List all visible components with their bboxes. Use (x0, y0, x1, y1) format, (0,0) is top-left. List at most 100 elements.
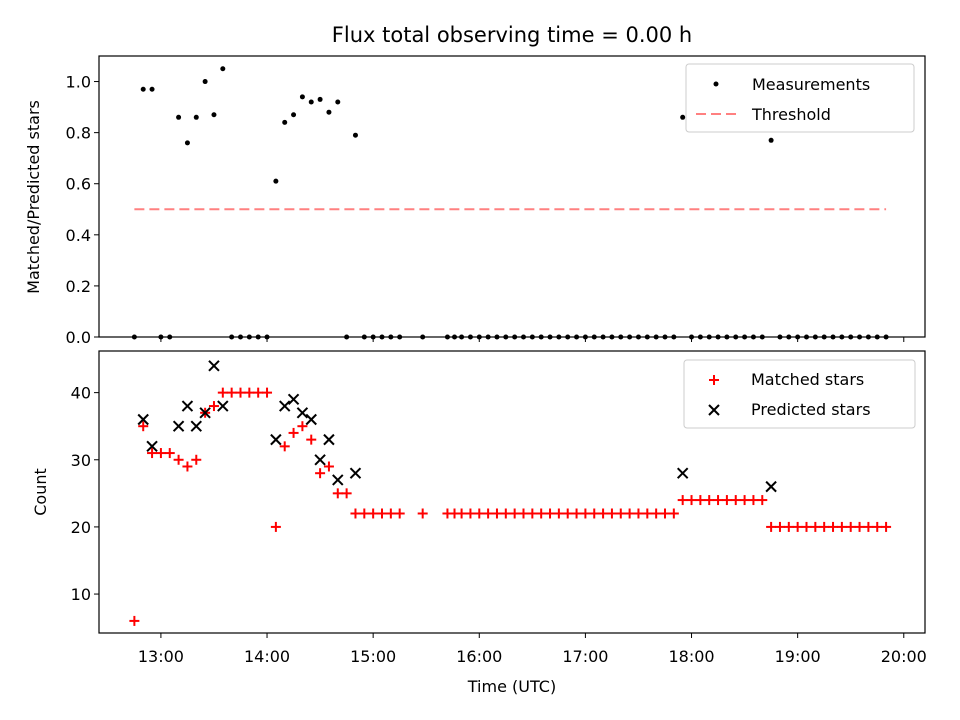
measurement-point (724, 334, 730, 340)
measurement-point (520, 334, 526, 340)
measurement-point (459, 334, 465, 340)
measurement-point (193, 114, 199, 120)
measurement-point (167, 334, 173, 340)
measurement-point (680, 114, 686, 120)
measurement-point (591, 334, 597, 340)
measurement-point (255, 334, 261, 340)
matched-star-point (217, 387, 228, 398)
legend-predicted-cross (708, 404, 720, 416)
matched-star-point (385, 508, 396, 519)
matched-star-point (244, 387, 255, 398)
predicted-star-point-b (217, 400, 229, 412)
measurement-point (184, 140, 190, 146)
measurement-point (361, 334, 367, 340)
matched-star-point (863, 521, 874, 532)
measurement-point (627, 334, 633, 340)
matched-star-point (491, 508, 502, 519)
measurement-point (689, 334, 695, 340)
measurement-point (706, 334, 712, 340)
predicted-star-point-b (765, 480, 777, 493)
bottom-x-tick-label: 20:00 (881, 647, 927, 666)
matched-star-point (226, 387, 237, 398)
bottom-x-tick-label: 15:00 (350, 647, 396, 666)
matched-star-point (845, 521, 856, 532)
matched-star-point (828, 521, 839, 532)
measurement-point (821, 334, 827, 340)
predicted-star-point-b (146, 440, 158, 453)
predicted-star-point-b (305, 413, 317, 426)
measurement-point (131, 334, 137, 340)
matched-star-point (306, 434, 317, 445)
matched-star-point (659, 508, 670, 519)
predicted-star-point-b (190, 420, 202, 432)
measurement-point (503, 334, 509, 340)
measurement-point (246, 334, 252, 340)
matched-star-point (527, 508, 538, 519)
measurement-point (786, 334, 792, 340)
matched-star-point (483, 508, 494, 519)
measurement-point (158, 334, 164, 340)
measurement-point (529, 334, 535, 340)
bottom-plot-frame (98, 350, 926, 634)
top-legend: Measurements Threshold (685, 63, 915, 133)
legend-matched-plus (709, 375, 719, 385)
measurement-point (308, 99, 314, 105)
top-panel: 0.0 0.2 0.4 0.6 0.8 1.0 Matched/Predicted sta… (24, 55, 926, 347)
matched-star-point (553, 508, 564, 519)
measurement-point (444, 334, 450, 340)
predicted-star-point-b (172, 420, 185, 432)
bottom-legend: Matched stars Predicted stars (683, 359, 916, 429)
measurement-point (420, 334, 426, 340)
bottom-legend-box (683, 359, 916, 429)
matched-star-point (332, 488, 343, 499)
matched-star-point (518, 508, 529, 519)
matched-star-point (562, 508, 573, 519)
matched-star-point (208, 401, 219, 412)
measurement-point (848, 334, 854, 340)
matched-star-point (801, 521, 812, 532)
measurement-point (397, 334, 403, 340)
x-axis-label: Time (UTC) (467, 677, 556, 696)
matched-star-point (509, 508, 520, 519)
measurement-point (264, 334, 270, 340)
matched-star-point (359, 508, 370, 519)
predicted-star-point-b (208, 360, 220, 372)
measurement-point (273, 178, 279, 184)
measurement-point (830, 334, 836, 340)
predicted-star-point-b (332, 474, 344, 486)
predicted-star-point-b (296, 407, 309, 419)
measurement-point (883, 334, 889, 340)
matched-star-point (872, 521, 883, 532)
predicted-star-point-b (279, 400, 291, 412)
measurement-point (609, 334, 615, 340)
measurement-point (299, 94, 305, 100)
matched-star-point (173, 454, 184, 465)
measurement-point (149, 86, 155, 92)
predicted-star-point (765, 480, 777, 493)
bottom-x-tick-label: 13:00 (138, 647, 184, 666)
measurement-point (282, 119, 288, 125)
predicted-star-point-b (314, 454, 326, 466)
measurement-point (326, 109, 332, 115)
measurement-point (750, 334, 756, 340)
matched-star-point (633, 508, 644, 519)
measurement-point (538, 334, 544, 340)
matched-star-point (262, 387, 273, 398)
matched-star-point (465, 508, 476, 519)
measurement-point (865, 334, 871, 340)
predicted-star-point (287, 393, 300, 406)
matched-star-point (297, 421, 308, 432)
bottom-y-tick-label: 40 (71, 384, 91, 403)
matched-star-point (766, 521, 777, 532)
measurement-point (697, 334, 703, 340)
matched-star-point (138, 421, 149, 432)
legend-marker-measurements (713, 81, 719, 87)
measurement-point (344, 334, 350, 340)
matched-star-point (642, 508, 653, 519)
measurement-point (211, 112, 217, 118)
matched-star-point (721, 495, 732, 506)
measurement-point (733, 334, 739, 340)
matched-star-point (191, 454, 202, 465)
bottom-x-tick-label: 18:00 (668, 647, 714, 666)
matched-star-point (704, 495, 715, 506)
